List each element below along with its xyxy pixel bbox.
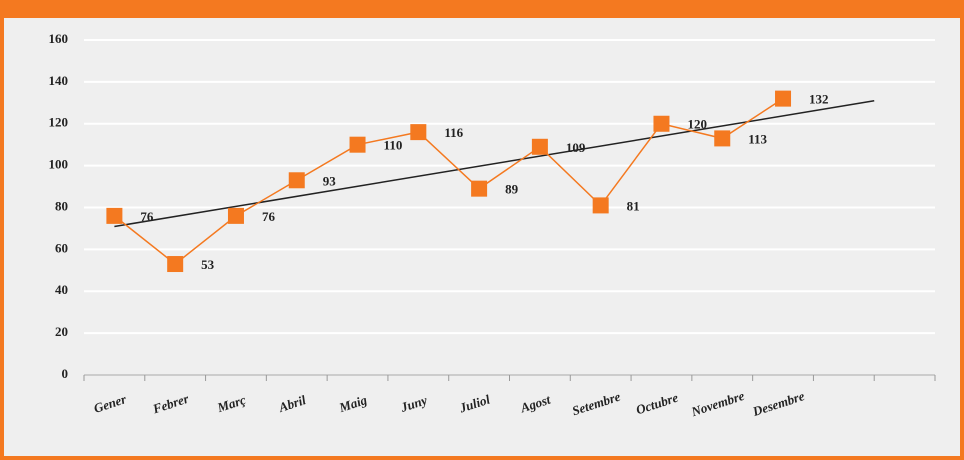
- marker: [288, 172, 305, 189]
- data-label: 113: [748, 131, 767, 146]
- data-label: 89: [505, 182, 519, 197]
- marker: [714, 130, 731, 147]
- data-label: 120: [687, 117, 707, 132]
- data-label: 116: [444, 125, 463, 140]
- marker: [653, 115, 670, 132]
- series-line: [113, 97, 784, 265]
- data-label: 76: [140, 209, 154, 224]
- y-tick-label: 140: [49, 73, 69, 88]
- marker: [531, 138, 548, 155]
- y-tick-label: 0: [62, 366, 69, 381]
- data-label: 110: [384, 138, 403, 153]
- data-label: 53: [201, 257, 215, 272]
- y-tick-label: 80: [55, 198, 68, 213]
- marker: [106, 207, 123, 224]
- marker: [349, 136, 366, 153]
- data-label: 109: [566, 140, 586, 155]
- marker: [167, 256, 184, 273]
- y-tick-label: 160: [49, 31, 69, 46]
- y-tick-label: 20: [55, 324, 68, 339]
- marker: [227, 207, 244, 224]
- y-tick-label: 120: [49, 115, 69, 130]
- y-tick-label: 100: [49, 157, 69, 172]
- marker: [592, 197, 609, 214]
- data-label: 93: [323, 173, 337, 188]
- y-tick-label: 60: [55, 240, 68, 255]
- y-tick-label: 40: [55, 282, 68, 297]
- data-label: 132: [809, 92, 829, 107]
- marker: [775, 90, 792, 107]
- marker: [410, 124, 427, 141]
- data-label: 81: [627, 198, 640, 213]
- marker: [471, 180, 488, 197]
- data-label: 76: [262, 209, 276, 224]
- chart-background: [4, 18, 960, 456]
